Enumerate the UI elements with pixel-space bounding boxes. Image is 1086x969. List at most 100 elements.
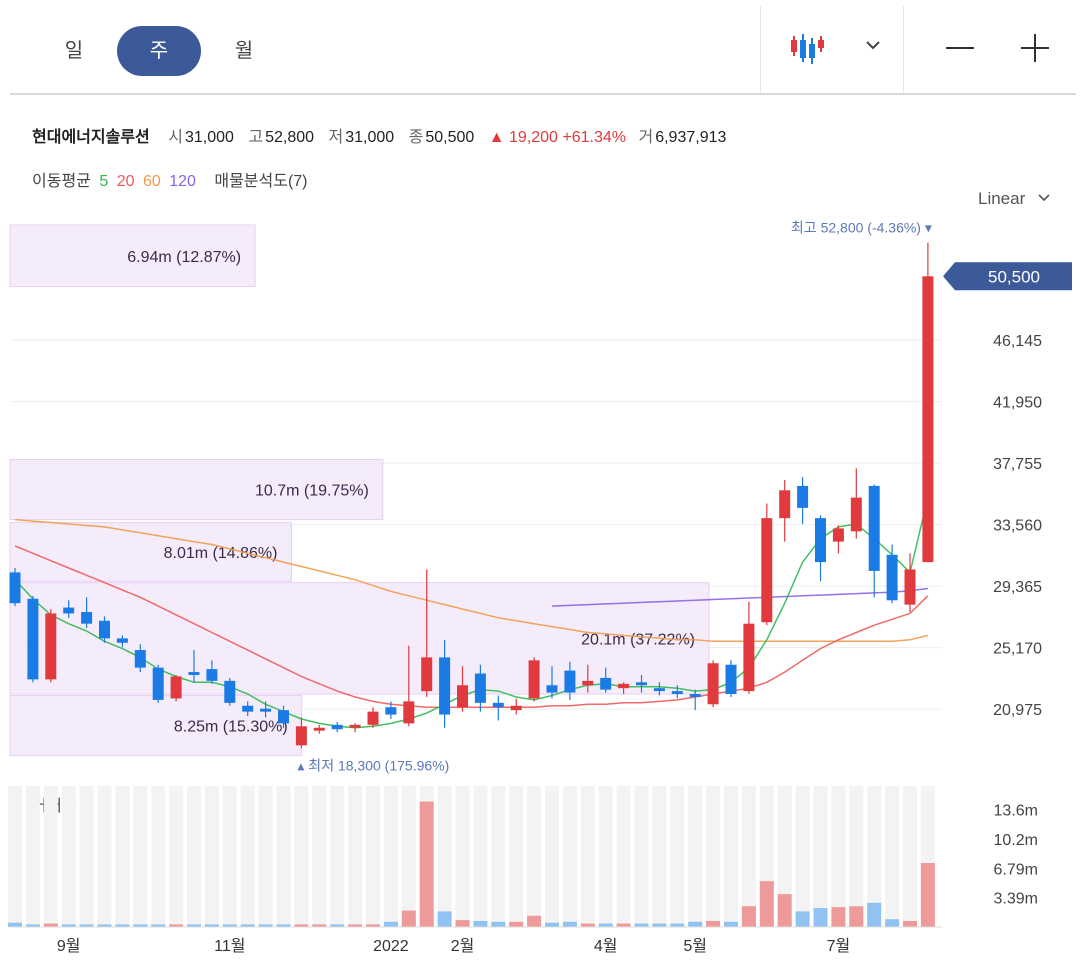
volume-bar	[97, 924, 112, 927]
candle-body	[331, 724, 343, 730]
volume-bar	[133, 924, 148, 927]
ma-label[interactable]: 이동평균	[32, 173, 91, 190]
candle-body	[170, 676, 182, 699]
volume-column-bg	[724, 786, 738, 927]
volume-bar	[670, 923, 685, 927]
ma-5[interactable]: 5	[99, 173, 109, 190]
x-tick-label: 11월	[214, 937, 245, 955]
toolbar-divider	[903, 6, 904, 94]
volume-column-bg	[491, 786, 506, 927]
volume-label: 거	[638, 129, 654, 146]
ma20-line	[14, 545, 929, 708]
ma-120[interactable]: 120	[169, 173, 196, 190]
volume-bar	[25, 924, 40, 927]
volume-bar	[562, 921, 577, 927]
volume-profile-label[interactable]: 매물분석도(7)	[214, 173, 308, 190]
volume-value: 6,937,913	[655, 129, 727, 146]
plus-icon[interactable]	[1017, 30, 1053, 66]
volume-bar	[401, 910, 416, 927]
candle-body	[134, 650, 146, 668]
volume-profile-band	[9, 224, 256, 288]
toolbar-bottom-border	[10, 93, 1076, 95]
volume-column-bg	[867, 786, 882, 927]
candle-body	[707, 663, 719, 705]
volume-profile-band	[9, 695, 303, 757]
scale-selector[interactable]: Linear	[978, 189, 1052, 209]
volume-bar	[187, 924, 201, 927]
candle-body	[224, 680, 236, 703]
y-tick-label: 33,560	[993, 518, 1042, 535]
volume-column-bg	[348, 786, 363, 927]
volume-profile-band	[9, 459, 384, 521]
volume-bar	[294, 924, 309, 927]
volume-bar	[473, 920, 488, 927]
volume-column-bg	[670, 786, 685, 927]
tab-week[interactable]: 주	[117, 26, 201, 76]
volume-column-bg	[473, 786, 488, 927]
candle-body	[313, 727, 325, 731]
candle-body	[510, 705, 522, 711]
volume-column-bg	[634, 786, 649, 927]
ma5-line	[14, 497, 929, 729]
tab-day[interactable]: 일	[64, 40, 84, 62]
volume-column-bg	[115, 786, 130, 927]
candlestick-icon[interactable]	[788, 32, 832, 68]
volume-bar	[222, 924, 237, 927]
volume-column-bg	[509, 786, 524, 927]
candle-body	[99, 620, 110, 639]
volume-column-bg	[813, 786, 828, 927]
volume-tick-label: 6.79m	[994, 861, 1038, 878]
volume-bar	[706, 920, 721, 927]
candle-body	[492, 702, 504, 708]
low-label: 저	[328, 129, 344, 146]
volume-bar	[204, 924, 219, 927]
volume-bar	[437, 911, 452, 927]
ma-60[interactable]: 60	[142, 173, 161, 190]
volume-column-bg	[885, 786, 900, 927]
volume-column-bg	[383, 786, 398, 927]
current-price-label: 50,500	[988, 267, 1040, 286]
volume-column-bg	[527, 786, 542, 927]
x-tick-label: 4월	[594, 937, 618, 955]
candle-body	[81, 611, 93, 624]
change-value: 19,200	[509, 129, 558, 146]
minus-icon[interactable]	[942, 30, 978, 66]
close-label: 종	[408, 129, 424, 146]
volume-bar	[795, 911, 810, 927]
moving-average-bar: 이동평균 5 20 60 120 매물분석도(7)	[32, 167, 312, 191]
candle-body	[349, 724, 361, 728]
volume-column-bg	[133, 786, 148, 927]
volume-bar	[491, 921, 506, 927]
volume-bar	[634, 923, 649, 927]
x-tick-label: 7월	[827, 937, 851, 955]
candle-body	[886, 554, 898, 601]
y-tick-label: 46,145	[993, 333, 1042, 350]
high-marker: 최고 52,800 (-4.36%) ▾	[791, 220, 932, 236]
candle-body	[528, 660, 540, 699]
volume-bar	[885, 919, 900, 927]
ma120-line	[551, 587, 928, 607]
volume-column-bg	[330, 786, 345, 927]
tab-month[interactable]: 월	[234, 40, 254, 62]
change-percent: +61.34%	[562, 129, 627, 146]
y-tick-label: 29,365	[993, 579, 1042, 596]
volume-column-bg	[240, 786, 255, 927]
candle-body	[116, 638, 128, 643]
candle-body	[206, 669, 218, 681]
chevron-down-icon[interactable]	[862, 34, 884, 56]
open-value: 31,000	[184, 129, 234, 146]
x-tick-label: 5월	[683, 937, 707, 955]
volume-bar	[545, 922, 559, 927]
candle-body	[152, 667, 164, 700]
low-value: 31,000	[345, 129, 395, 146]
ma-20[interactable]: 20	[116, 173, 135, 190]
volume-tick-label: 3.39m	[994, 891, 1038, 908]
candle-body	[242, 705, 254, 712]
volume-column-bg	[43, 786, 58, 927]
candle-body	[457, 685, 468, 708]
volume-column-bg	[903, 786, 917, 927]
candle-body	[367, 711, 379, 725]
high-label: 고	[248, 129, 264, 146]
volume-bar	[383, 921, 398, 927]
